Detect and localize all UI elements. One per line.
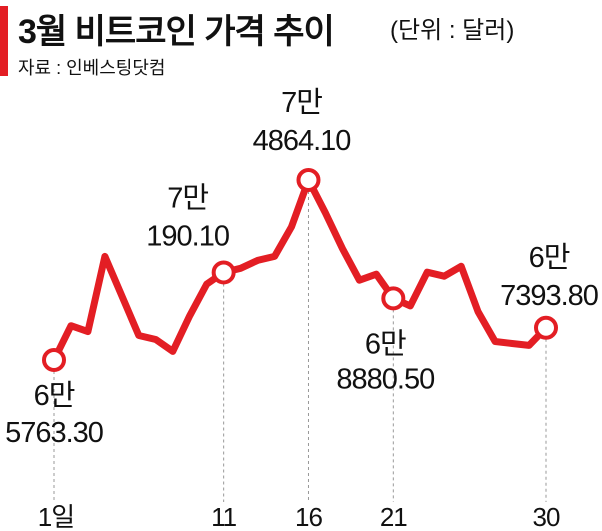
annotation-day-16-line2: 4864.10 — [253, 125, 351, 157]
price-line — [50, 176, 550, 364]
marker-day-16 — [296, 168, 321, 192]
annotation-day-16-line1: 7만 — [281, 87, 322, 119]
annotation-day-11-line2: 190.10 — [146, 220, 229, 252]
chart-title: 3월 비트코인 가격 추이 — [18, 13, 335, 51]
x-tick-label-11: 11 — [211, 502, 237, 531]
annotation-day-21-line1: 6만 — [365, 328, 406, 360]
marker-day-30 — [534, 315, 558, 340]
x-tick-label-30: 30 — [533, 502, 560, 531]
x-tick-label-1: 1일 — [38, 502, 74, 531]
annotation-day-11-line1: 7만 — [167, 182, 208, 214]
unit-label: (단위 : 달러) — [390, 17, 515, 44]
marker-day-11 — [211, 260, 236, 285]
title-accent-bar — [0, 6, 8, 76]
marker-day-21 — [381, 286, 406, 311]
marker-day-1 — [42, 348, 66, 372]
x-tick-label-21: 21 — [380, 502, 407, 531]
annotation-day-30-line1: 6만 — [529, 242, 570, 274]
x-tick-label-16: 16 — [295, 502, 322, 531]
annotation-day-1-line1: 6만 — [34, 380, 75, 412]
annotation-day-21-line2: 8880.50 — [336, 363, 434, 395]
annotation-day-30-line2: 7393.80 — [500, 280, 598, 312]
source-label: 자료 : 인베스팅닷컴 — [18, 58, 166, 78]
annotation-day-1-line2: 5763.30 — [5, 417, 103, 449]
